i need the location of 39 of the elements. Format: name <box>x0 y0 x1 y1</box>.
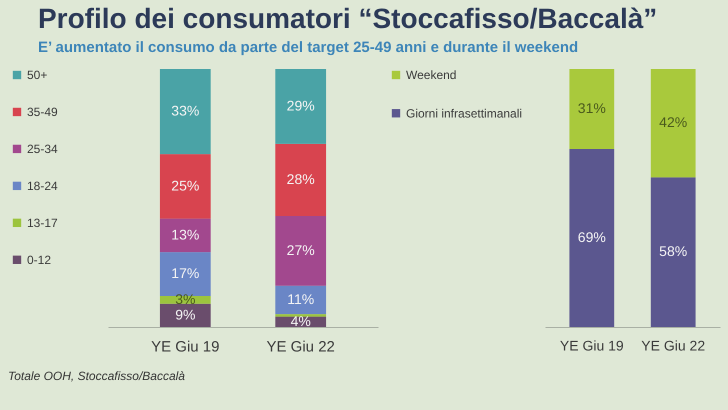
legend-label: 0-12 <box>27 252 52 267</box>
data-label: 31% <box>578 100 606 116</box>
legend-label: Giorni infrasettimanali <box>406 106 522 120</box>
legend-label: 50+ <box>27 68 48 82</box>
data-label: 27% <box>286 242 315 258</box>
x-tick-label: YE Giu 19 <box>560 338 624 354</box>
data-label: 11% <box>287 290 314 307</box>
bar <box>275 314 326 317</box>
x-tick-label: YE Giu 22 <box>266 338 335 356</box>
legend-label: 35-49 <box>27 104 58 119</box>
data-label: 69% <box>578 228 606 245</box>
bar <box>275 216 326 286</box>
legend-label: 18-24 <box>27 178 58 193</box>
bar <box>160 218 211 252</box>
legend-label: Weekend <box>406 68 456 82</box>
x-tick-label: YE Giu 19 <box>151 338 220 356</box>
legend-label: 13-17 <box>27 216 58 230</box>
data-label: 4% <box>290 312 311 329</box>
bar <box>160 304 211 327</box>
data-label: 17% <box>171 265 200 282</box>
data-label: 9% <box>175 306 196 322</box>
legend-label: 25-34 <box>27 142 58 156</box>
chart-subtitle: E’ aumentato il consumo da parte del target 25-49 anni e durante il weekend <box>38 39 578 56</box>
data-label: 58% <box>659 243 688 260</box>
text: Totale OOH, Stoccafisso/Baccalà <box>8 369 186 383</box>
data-label: 33% <box>171 102 200 119</box>
bar <box>275 286 326 314</box>
bar <box>275 144 326 216</box>
x-tick-label: YE Giu 22 <box>641 338 706 354</box>
data-label: 42% <box>659 114 688 130</box>
data-label: 25% <box>171 177 200 194</box>
bar <box>160 154 211 219</box>
data-label: 3% <box>175 290 196 307</box>
bar <box>160 69 211 154</box>
data-label: 28% <box>286 170 315 187</box>
data-label: 13% <box>171 226 200 242</box>
data-label: 29% <box>286 97 315 114</box>
bar <box>275 69 326 144</box>
chart-title: Profilo dei consumatori “Stoccafisso/Baccalà” <box>38 3 658 34</box>
